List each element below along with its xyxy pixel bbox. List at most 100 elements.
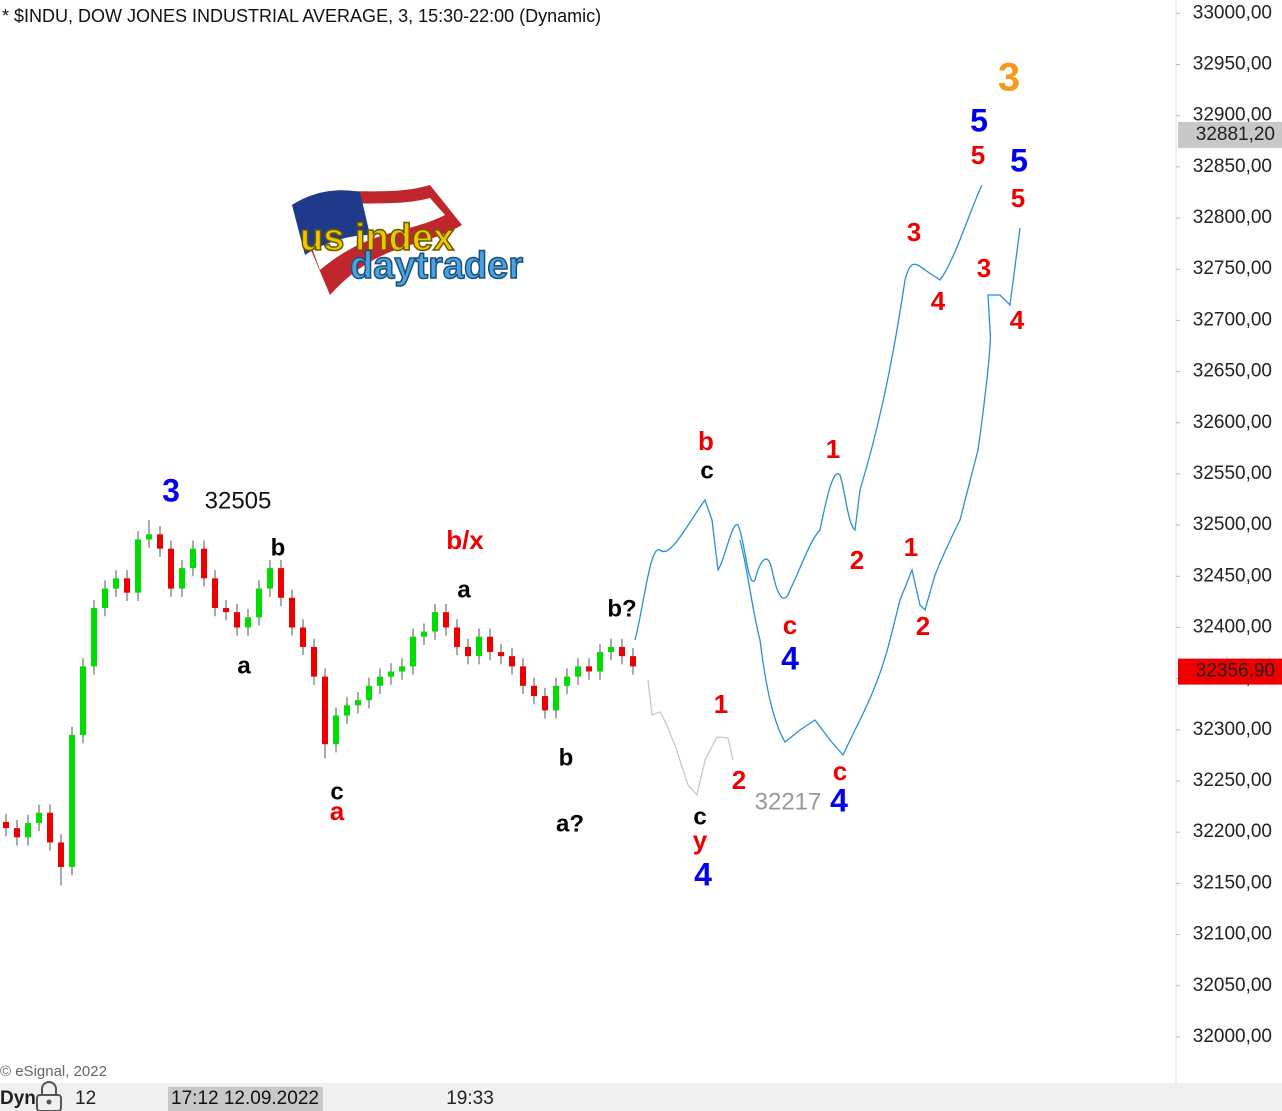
candle-body xyxy=(355,700,361,706)
wave-label: b xyxy=(559,744,574,771)
candle-body xyxy=(531,685,537,697)
wave-label: 5 xyxy=(970,102,988,138)
wave-label: 4 xyxy=(781,640,799,676)
candle-body xyxy=(575,666,581,677)
candle-body xyxy=(3,821,9,829)
wave-label: c xyxy=(700,457,713,484)
y-tick-label: 32650,00 xyxy=(1193,361,1272,382)
candle-body xyxy=(454,627,460,647)
candle-body xyxy=(564,676,570,686)
candle-body xyxy=(201,548,207,579)
candle-body xyxy=(278,568,284,598)
candle-body xyxy=(476,636,482,657)
wave-label: c xyxy=(783,610,797,640)
wave-label: 3 xyxy=(907,217,921,247)
candle-body xyxy=(223,608,229,613)
wave-label: 4 xyxy=(931,286,946,316)
candle-body xyxy=(91,608,97,667)
candle-body xyxy=(630,656,636,667)
y-tick-label: 32200,00 xyxy=(1193,821,1272,842)
candle-body xyxy=(289,597,295,628)
wave-label: 3 xyxy=(977,253,991,283)
cursor-time: 17:12 12.09.2022 xyxy=(171,1088,319,1109)
candle-body xyxy=(300,627,306,647)
y-tick-label: 32800,00 xyxy=(1193,207,1272,228)
wave-label: 2 xyxy=(916,611,930,641)
candle-body xyxy=(69,734,75,868)
candle-body xyxy=(190,548,196,569)
wave-label: c xyxy=(693,803,706,830)
projection-path xyxy=(739,227,1021,757)
candle-body xyxy=(388,671,394,677)
count-label[interactable]: 12 xyxy=(75,1088,96,1109)
wave-label: b? xyxy=(607,595,636,622)
candle-body xyxy=(586,666,592,672)
candle-body xyxy=(465,646,471,657)
candle-body xyxy=(542,696,548,711)
wave-label: a xyxy=(237,652,251,679)
candle-body xyxy=(344,705,350,716)
candle-body xyxy=(333,715,339,745)
wave-label: 2 xyxy=(850,545,864,575)
candle-body xyxy=(377,676,383,686)
y-tick-label: 32150,00 xyxy=(1193,872,1272,893)
y-tick-label: 32250,00 xyxy=(1193,770,1272,791)
candle-body xyxy=(509,656,515,667)
wave-label: 3 xyxy=(998,56,1020,100)
candle-body xyxy=(443,612,449,628)
y-tick-label: 32050,00 xyxy=(1193,975,1272,996)
copyright: © eSignal, 2022 xyxy=(0,1063,107,1080)
y-tick-label: 33000,00 xyxy=(1193,2,1272,23)
y-tick-label: 32500,00 xyxy=(1193,514,1272,535)
candle-body xyxy=(47,812,53,843)
price-tag-label: 32881,20 xyxy=(1196,124,1275,145)
chart-title: * $INDU, DOW JONES INDUSTRIAL AVERAGE, 3… xyxy=(2,6,601,26)
candle-body xyxy=(410,636,416,667)
candle-body xyxy=(36,812,42,823)
wave-label: 3 xyxy=(162,472,180,508)
wave-label: 5 xyxy=(971,140,985,170)
wave-label: b xyxy=(698,426,714,456)
wave-label: 32217 xyxy=(755,788,822,815)
candle-body xyxy=(256,588,262,618)
candle-body xyxy=(58,842,64,868)
candle-body xyxy=(520,666,526,686)
wave-label: a xyxy=(457,576,471,603)
candle-body xyxy=(432,612,438,632)
y-tick-label: 32100,00 xyxy=(1193,924,1272,945)
logo-bottom: daytrader xyxy=(350,245,523,287)
price-tag xyxy=(1178,658,1282,685)
candle-body xyxy=(619,646,625,657)
wave-label: 1 xyxy=(904,532,918,562)
y-tick-label: 32900,00 xyxy=(1193,105,1272,126)
y-tick-label: 32400,00 xyxy=(1193,617,1272,638)
y-tick-label: 32850,00 xyxy=(1193,156,1272,177)
candle-body xyxy=(135,539,141,593)
projection-path xyxy=(634,184,983,641)
wave-label: y xyxy=(693,825,708,855)
price-axis-panel xyxy=(1176,0,1282,1083)
wave-label: 32505 xyxy=(205,487,272,514)
wave-label: 5 xyxy=(1010,142,1028,178)
candle-body xyxy=(179,568,185,589)
candle-body xyxy=(608,646,614,653)
candle-body xyxy=(399,666,405,672)
wave-label: 4 xyxy=(1010,305,1025,335)
projection-path xyxy=(647,679,734,797)
y-tick-label: 32750,00 xyxy=(1193,258,1272,279)
candle-body xyxy=(267,568,273,589)
lock-icon xyxy=(36,1081,62,1111)
candle-body xyxy=(366,685,372,701)
candle-body xyxy=(487,636,493,653)
candle-body xyxy=(102,588,108,609)
y-tick-label: 32950,00 xyxy=(1193,54,1272,75)
candle-body xyxy=(234,612,240,628)
candle-body xyxy=(146,534,152,540)
candle-body xyxy=(421,631,427,637)
wave-label: 5 xyxy=(1011,183,1025,213)
cursor-time-box xyxy=(168,1087,323,1111)
y-tick-label: 32700,00 xyxy=(1193,309,1272,330)
y-tick-label: 32450,00 xyxy=(1193,565,1272,586)
